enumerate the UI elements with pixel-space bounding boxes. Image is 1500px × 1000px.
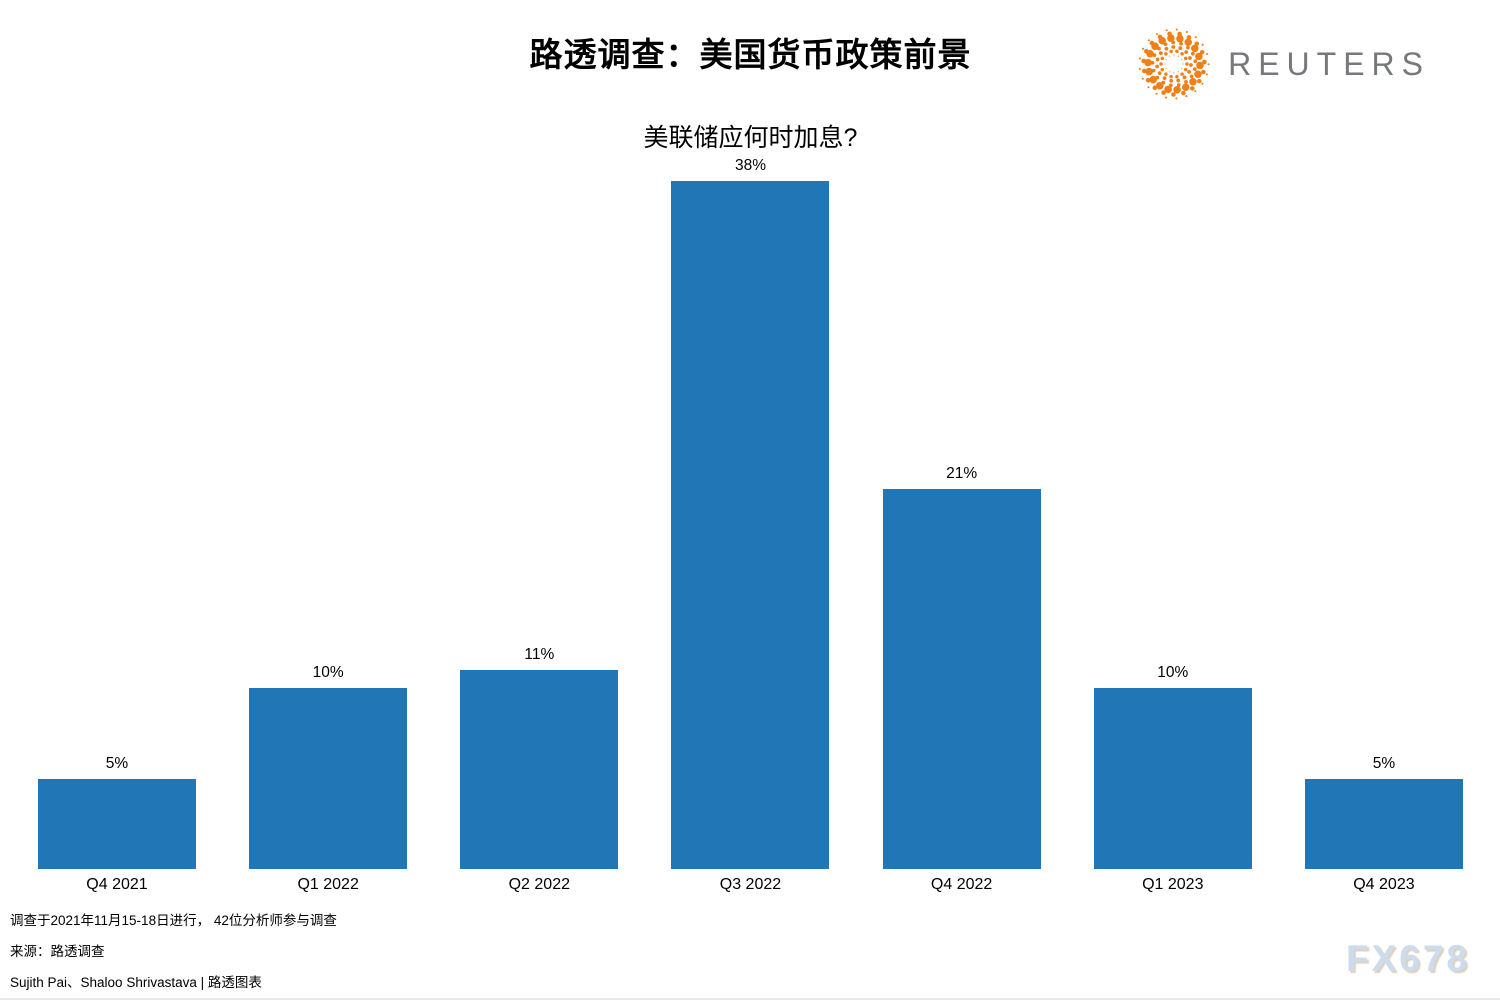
bar-chart: 5% Q4 2021 10% Q1 2022 11% Q2 2022 38% Q3 2022 2…	[38, 140, 1463, 893]
chart-subtitle: 美联储应何时加息?	[643, 124, 858, 152]
bar-value-label: 11%	[524, 645, 555, 663]
x-tick-label: Q1 2022	[297, 876, 359, 893]
x-tick-label: Q4 2022	[930, 876, 993, 893]
footer: 调查于2021年11月15-18日进行， 42位分析师参与调查 来源：路透调查 …	[10, 911, 337, 1000]
credit-note: Sujith Pai、Shaloo Shrivastava | 路透图表	[10, 975, 262, 990]
x-tick-label: Q4 2021	[86, 876, 148, 893]
bar-group: 38% Q3 2022	[671, 156, 830, 893]
bar-group: 5% Q4 2023	[1304, 754, 1463, 893]
bottom-border	[0, 998, 1500, 1000]
bar	[460, 669, 619, 869]
bar-value-label: 10%	[1157, 664, 1189, 681]
bar-group: 11% Q2 2022	[460, 645, 619, 893]
reuters-logo-text: REUTERS	[1228, 45, 1430, 82]
bar-value-label: 10%	[312, 664, 344, 681]
bar	[38, 778, 196, 869]
bar-group: 21% Q4 2022	[882, 464, 1041, 893]
bar-value-label: 5%	[105, 754, 129, 772]
chart-title: 路透调查：美国货币政策前景	[529, 36, 972, 73]
bar	[1093, 688, 1252, 869]
source-note: 来源：路透调查	[10, 944, 105, 959]
bar-group: 10% Q1 2023	[1093, 663, 1252, 893]
x-tick-label: Q3 2022	[719, 876, 782, 893]
survey-note: 调查于2021年11月15-18日进行， 42位分析师参与调查	[10, 913, 337, 928]
x-tick-label: Q1 2023	[1142, 876, 1204, 893]
bar-group: 10% Q1 2022	[249, 663, 408, 893]
fx678-watermark: FX678	[1345, 938, 1470, 979]
bar-value-label: 21%	[946, 464, 978, 482]
header: 路透调查：美国货币政策前景 美联储应何时加息?	[38, 28, 1463, 154]
reuters-sphere-icon	[1138, 28, 1210, 100]
bar	[882, 488, 1041, 869]
bar-value-label: 5%	[1372, 754, 1396, 772]
bar	[1304, 778, 1463, 869]
x-tick-label: Q4 2023	[1353, 876, 1415, 893]
bar	[671, 181, 830, 869]
x-tick-label: Q2 2022	[508, 876, 570, 893]
bar-group: 5% Q4 2021	[38, 754, 196, 893]
bar	[249, 688, 408, 869]
bar-value-label: 38%	[734, 157, 766, 175]
reuters-logo: REUTERS	[1136, 26, 1430, 102]
